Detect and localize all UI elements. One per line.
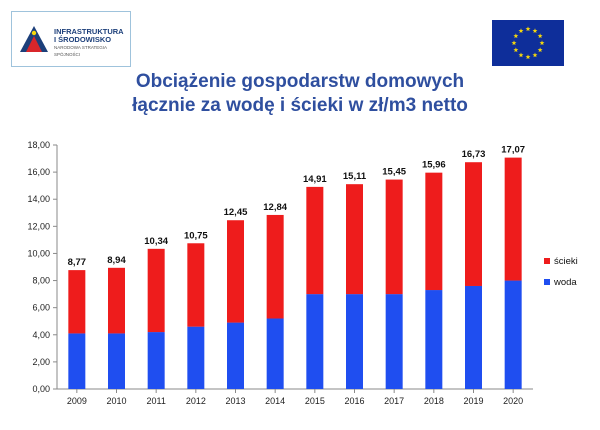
logo-emblem-icon xyxy=(20,26,48,52)
legend-swatch xyxy=(544,279,550,285)
total-data-label: 8,77 xyxy=(68,257,87,268)
bar-woda xyxy=(504,280,522,389)
total-data-label: 10,34 xyxy=(144,236,168,247)
total-data-label: 15,11 xyxy=(343,171,367,182)
bar-scieki xyxy=(504,157,522,281)
y-tick-label: 8,00 xyxy=(32,276,50,286)
total-data-label: 15,96 xyxy=(422,160,446,171)
bar-scieki xyxy=(425,172,443,291)
bar-scieki xyxy=(346,184,363,295)
eu-star-icon xyxy=(532,28,538,33)
x-tick-label: 2020 xyxy=(503,396,523,406)
y-tick-label: 4,00 xyxy=(32,330,50,340)
total-data-label: 17,07 xyxy=(501,145,525,156)
total-data-label: 16,73 xyxy=(462,149,486,160)
bar-woda xyxy=(227,322,244,389)
bar-woda xyxy=(346,294,363,389)
logo-line1: INFRASTRUKTURA xyxy=(54,27,124,36)
bar-scieki xyxy=(227,220,244,323)
total-data-label: 8,94 xyxy=(107,255,126,266)
legend-label: ścieki xyxy=(554,256,578,267)
y-tick-label: 12,00 xyxy=(27,221,50,231)
bar-scieki xyxy=(306,186,324,295)
y-tick-label: 10,00 xyxy=(27,248,50,258)
bar-scieki xyxy=(187,243,205,327)
eu-star-icon xyxy=(537,33,543,39)
x-tick-label: 2015 xyxy=(305,396,325,406)
legend-swatch xyxy=(544,258,550,264)
bar-woda xyxy=(465,285,482,389)
eu-star-icon xyxy=(537,47,543,53)
bar-woda xyxy=(68,333,86,389)
x-tick-label: 2016 xyxy=(344,396,364,406)
x-tick-label: 2010 xyxy=(106,396,126,406)
chart-title: Obciążenie gospodarstw domowych łącznie … xyxy=(0,70,600,118)
bar-woda xyxy=(425,290,443,389)
total-data-label: 12,45 xyxy=(224,207,248,218)
eu-star-icon xyxy=(513,33,519,39)
y-tick-label: 0,00 xyxy=(32,384,50,394)
y-tick-label: 18,00 xyxy=(27,140,50,150)
total-data-label: 15,45 xyxy=(382,167,406,178)
bar-woda xyxy=(108,333,125,389)
bar-woda xyxy=(306,294,324,389)
x-tick-label: 2009 xyxy=(67,396,87,406)
eu-star-icon xyxy=(525,54,531,60)
y-tick-label: 14,00 xyxy=(27,194,50,204)
bar-woda xyxy=(187,326,205,389)
eu-star-icon xyxy=(513,47,519,53)
total-data-label: 14,91 xyxy=(303,174,327,185)
bar-scieki xyxy=(68,270,86,334)
infrastruktura-logo: INFRASTRUKTURA I ŚRODOWISKO NARODOWA STR… xyxy=(11,11,131,67)
eu-star-icon xyxy=(518,28,524,33)
x-tick-label: 2017 xyxy=(384,396,404,406)
bar-woda xyxy=(385,294,403,389)
y-tick-label: 2,00 xyxy=(32,357,50,367)
eu-star-icon xyxy=(532,52,538,58)
bar-scieki xyxy=(147,248,165,333)
x-tick-label: 2013 xyxy=(225,396,245,406)
x-tick-label: 2014 xyxy=(265,396,285,406)
eu-star-icon xyxy=(539,40,545,46)
x-tick-label: 2018 xyxy=(424,396,444,406)
total-data-label: 10,75 xyxy=(184,230,208,241)
chart-title-line2: łącznie za wodę i ścieki w zł/m3 netto xyxy=(132,95,468,116)
x-tick-label: 2012 xyxy=(186,396,206,406)
eu-star-icon xyxy=(518,52,524,58)
total-data-label: 12,84 xyxy=(263,202,287,213)
bar-scieki xyxy=(108,267,125,334)
bar-woda xyxy=(266,318,284,389)
chart-title-line1: Obciążenie gospodarstw domowych xyxy=(135,71,465,92)
x-tick-label: 2011 xyxy=(146,396,165,406)
y-tick-label: 16,00 xyxy=(27,167,50,177)
eu-star-icon xyxy=(525,26,531,32)
bar-scieki xyxy=(385,179,403,295)
eu-star-icon xyxy=(511,40,517,46)
bar-woda xyxy=(147,332,165,389)
x-tick-label: 2019 xyxy=(463,396,483,406)
legend-label: woda xyxy=(553,277,577,288)
eu-flag-icon xyxy=(492,20,564,66)
logo-line2: I ŚRODOWISKO xyxy=(54,35,112,44)
bar-scieki xyxy=(266,214,284,319)
logo-line3: NARODOWA STRATEGIA SPÓJNOŚCI xyxy=(54,45,107,57)
bar-scieki xyxy=(465,162,482,286)
y-tick-label: 6,00 xyxy=(32,303,50,313)
